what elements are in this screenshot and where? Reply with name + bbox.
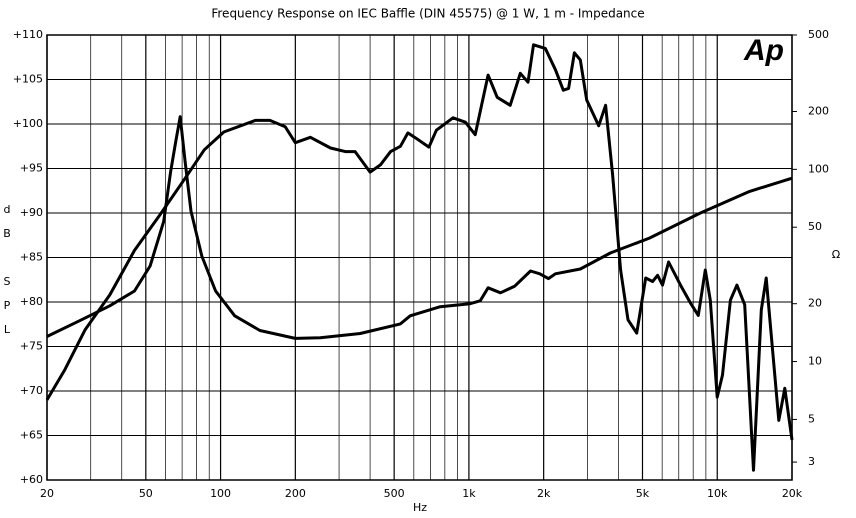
- y-tick-label: +65: [20, 429, 43, 442]
- series-line: [45, 43, 794, 472]
- x-tick-label: 2k: [537, 487, 551, 500]
- x-axis-label: Hz: [413, 501, 427, 514]
- y-tick-label: +80: [20, 295, 43, 308]
- x-tick-label: 20: [40, 487, 54, 500]
- x-tick-label: 5k: [636, 487, 650, 500]
- y-tick-label: +75: [20, 340, 43, 353]
- plot-frame: [46, 34, 793, 481]
- y-tick-label: +105: [13, 73, 43, 86]
- y-tick-label: +60: [20, 473, 43, 486]
- x-tick-label: 100: [210, 487, 231, 500]
- y2-tick-label: 3: [808, 455, 815, 468]
- x-tick-label: 10k: [707, 487, 728, 500]
- logo: Ap: [743, 34, 784, 67]
- y2-tick-label: 200: [808, 104, 829, 117]
- y2-tick-label: 5: [808, 412, 815, 425]
- series-line: [46, 115, 793, 340]
- x-tick-label: 500: [384, 487, 405, 500]
- y-tick-label: +90: [20, 206, 43, 219]
- y-tick-label: +95: [20, 162, 43, 175]
- x-tick-label: 1k: [462, 487, 476, 500]
- x-tick-label: 50: [139, 487, 153, 500]
- y2-axis-label: Ω: [832, 248, 840, 261]
- y-tick-label: +85: [20, 251, 43, 264]
- y2-tick-label: 20: [808, 297, 822, 310]
- y-tick-label: +70: [20, 384, 43, 397]
- y2-tick-label: 500: [808, 28, 829, 41]
- chart-title: Frequency Response on IEC Baffle (DIN 45…: [211, 7, 644, 21]
- y2-tick-label: 10: [808, 355, 822, 368]
- x-tick-label: 20k: [782, 487, 803, 500]
- y-tick-label: +110: [13, 28, 43, 41]
- y2-tick-label: 50: [808, 220, 822, 233]
- y-tick-label: +100: [13, 117, 43, 130]
- x-tick-label: 200: [285, 487, 306, 500]
- y2-tick-label: 100: [808, 162, 829, 175]
